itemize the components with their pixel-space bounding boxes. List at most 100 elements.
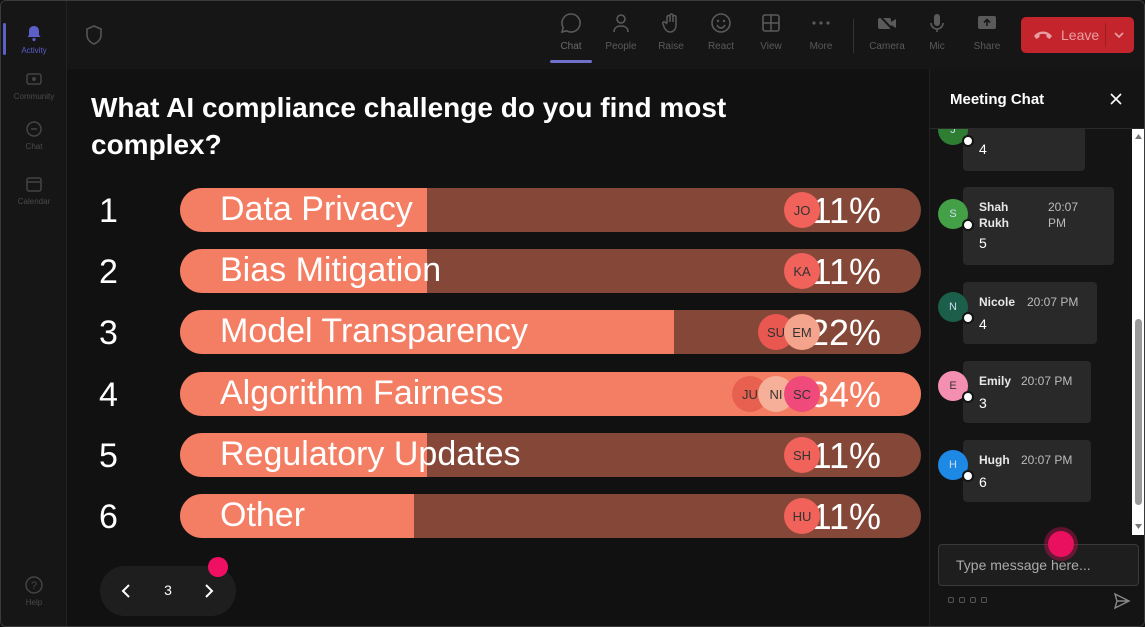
poll-option[interactable]: 5 Regulatory Updates 11% SH [67,433,929,479]
message-time: 20:07 PM [1027,295,1079,309]
avatar: SH [784,437,820,473]
message-time: 20:07 PM [1048,200,1079,230]
emoji-icon[interactable] [959,597,965,603]
presence-indicator [962,470,974,482]
rail-item-chat[interactable]: Chat [1,109,67,161]
option-number: 5 [99,437,118,475]
presence-indicator [962,135,974,147]
chat-title: Meeting Chat [950,91,1045,108]
message-input[interactable] [939,545,1138,585]
sender-name: Jeet [979,129,1003,133]
chevron-down-icon[interactable] [1113,29,1125,41]
chat-scrollbar[interactable] [1132,129,1144,535]
chat-message[interactable]: Shah Rukh 20:07 PM 5 S [938,187,1132,265]
option-bar-fill [180,494,414,538]
scroll-down-icon[interactable] [1134,522,1143,531]
close-icon[interactable] [1108,91,1124,107]
toolbar-label: Mic [929,41,945,52]
toolbar-label: People [605,41,637,52]
camera-off-icon [875,11,899,35]
option-percent: 11% [811,251,881,292]
send-icon[interactable] [1113,592,1131,610]
avatar: JO [784,192,820,228]
option-percent: 22% [808,312,881,353]
avatar: J [938,129,968,145]
format-toolbar [948,597,987,603]
option-bar-fill [180,249,427,293]
rail-item-help[interactable]: ? Help [1,565,67,617]
option-bar: Model Transparency 22% SU EM [180,310,921,354]
toolbar-chat-button[interactable]: Chat [548,11,594,63]
avatar: HU [784,498,820,534]
chat-message[interactable]: Emily 20:07 PM 3 E [938,361,1132,423]
chat-divider [930,128,1144,129]
format-icon[interactable] [948,597,954,603]
chat-message[interactable]: Jeet 20:07 PM 4J [938,129,1132,171]
toolbar-view-button[interactable]: View [748,11,794,63]
toolbar-label: Share [973,41,1001,52]
avatar: SC [784,376,820,412]
poll-option[interactable]: 4 Algorithm Fairness 34% JU NI SC [67,372,929,418]
poll-option[interactable]: 1 Data Privacy 11% JO [67,188,929,234]
chat-message[interactable]: Nicole 20:07 PM 4 N [938,282,1132,344]
option-percent: 11% [811,190,881,231]
rail-item-community[interactable]: Community [1,59,67,111]
message-bubble: Jeet 20:07 PM 4 [963,129,1085,171]
sender-name: Nicole [979,295,1016,309]
chevron-right-icon [205,584,214,598]
toolbar-label: More [809,41,833,52]
toolbar-more-button[interactable]: More [798,11,844,63]
presence-indicator [962,219,974,231]
shield-icon [85,25,103,45]
toolbar-mic-button[interactable]: Mic [914,11,960,63]
option-label: Other [220,496,306,534]
pointer-indicator [208,557,228,577]
poll-question: What AI compliance challenge do you find… [91,92,727,160]
left-rail: Activity Community Chat Calendar ? Help [1,1,67,626]
calendar-icon [24,174,44,194]
people-icon [609,11,633,35]
message-bubble: Nicole 20:07 PM 4 [963,282,1097,344]
option-label: Bias Mitigation [220,251,442,289]
option-bar-fill [180,310,674,354]
message-text: 4 [979,141,987,157]
message-bubble: Shah Rukh 20:07 PM 5 [963,187,1114,265]
option-number: 4 [99,376,118,414]
svg-text:?: ? [31,580,37,592]
share-icon [975,11,999,35]
rail-item-calendar[interactable]: Calendar [1,164,67,216]
meeting-toolbar: Chat People Raise React View [67,1,1144,69]
rail-item-activity[interactable]: Activity [1,13,67,65]
next-page-button[interactable] [197,579,221,603]
toolbar-people-button[interactable]: People [598,11,644,63]
toolbar-camera-button[interactable]: Camera [864,11,910,63]
option-percent: 34% [808,374,881,415]
scroll-up-icon[interactable] [1134,132,1143,141]
toolbar-label: Chat [560,41,582,52]
option-bar-fill [180,188,427,232]
leave-button[interactable]: Leave [1021,17,1134,53]
sticker-icon[interactable] [981,597,987,603]
phone-hangup-icon [1034,31,1052,39]
toolbar-react-button[interactable]: React [698,11,744,63]
scroll-thumb[interactable] [1135,319,1142,505]
chevron-left-icon [121,584,130,598]
toolbar-raise-button[interactable]: Raise [648,11,694,63]
poll-option[interactable]: 2 Bias Mitigation 11% KA [67,249,929,295]
bell-icon [24,23,44,43]
message-time: 20:07 PM [1015,129,1066,133]
chat-message[interactable]: Hugh 20:07 PM 6 H [938,440,1132,502]
more-icon [809,11,833,35]
prev-page-button[interactable] [114,579,138,603]
toolbar-share-button[interactable]: Share [964,11,1010,63]
gif-icon[interactable] [970,597,976,603]
avatar: N [938,292,968,322]
poll-option[interactable]: 3 Model Transparency 22% SU EM [67,310,929,356]
message-bubble: Emily 20:07 PM 3 [963,361,1091,423]
message-text: 4 [979,316,987,332]
option-label: Data Privacy [220,190,413,228]
page-number: 3 [164,582,172,598]
poll-option[interactable]: 6 Other 11% HU [67,494,929,540]
mic-icon [925,11,949,35]
